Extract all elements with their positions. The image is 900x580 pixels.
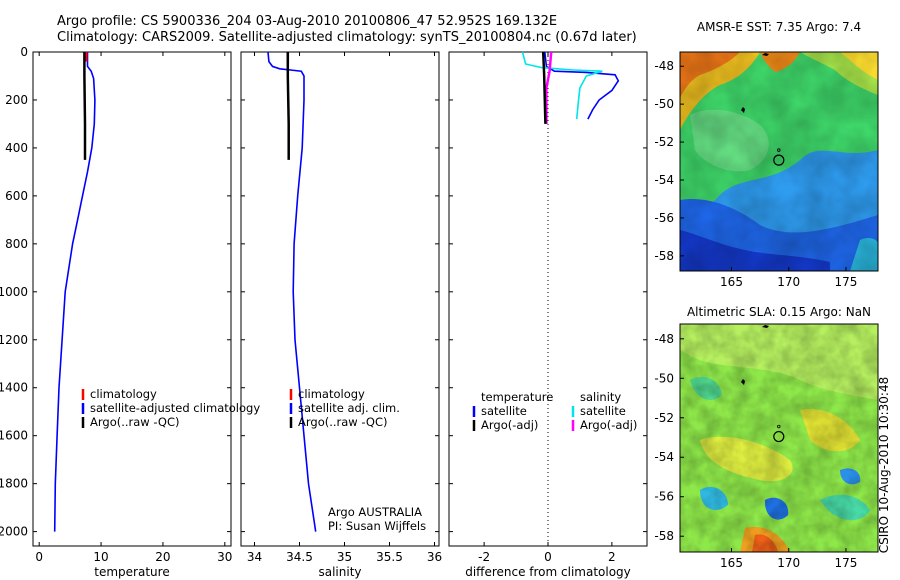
- series-line: [545, 51, 553, 124]
- legend-heading: temperature: [481, 390, 553, 404]
- y-tick-label: -50: [654, 371, 674, 385]
- coastline-mark: [762, 325, 769, 328]
- island-mark: [741, 107, 745, 113]
- y-tick-label: 800: [5, 237, 28, 251]
- x-tick-label: 34.5: [286, 550, 313, 564]
- legend-entry: satellite: [580, 404, 626, 418]
- x-tick-label: 0: [544, 550, 552, 564]
- figure-title-line1: Argo profile: CS 5900336_204 03-Aug-2010…: [57, 14, 558, 29]
- legend-entry: satellite adj. clim.: [298, 401, 400, 415]
- y-tick-label: -48: [654, 332, 674, 346]
- argo-location-marker: [773, 430, 785, 443]
- float-track-point: [777, 148, 781, 152]
- y-tick-label: -56: [654, 490, 674, 504]
- x-tick-label: 35.5: [376, 550, 403, 564]
- sla-map: [680, 324, 878, 552]
- y-tick-label: 1200: [0, 333, 28, 347]
- y-tick-label: -52: [654, 411, 674, 425]
- figure-title-line2: Climatology: CARS2009. Satellite-adjuste…: [57, 30, 637, 45]
- series-line: [267, 51, 317, 532]
- map-title: Altimetric SLA: 0.15 Argo: NaN: [687, 305, 871, 319]
- timestamp-label: CSIRO 10-Aug-2010 10:30:48: [877, 377, 891, 553]
- y-tick-label: -58: [654, 529, 674, 543]
- x-tick-label: 175: [835, 275, 858, 289]
- y-tick-label: -56: [654, 211, 674, 225]
- legend-entry: climatology: [90, 387, 157, 401]
- y-tick-label: 400: [5, 141, 28, 155]
- map-title: AMSR-E SST: 7.35 Argo: 7.4: [697, 20, 861, 34]
- x-tick-label: 170: [777, 275, 800, 289]
- x-tick-label: 165: [720, 556, 743, 570]
- legend-entry: satellite-adjusted climatology: [90, 401, 260, 415]
- y-tick-label: -54: [654, 173, 674, 187]
- legend-entry: Argo(-adj): [481, 418, 538, 432]
- x-tick-label: 0: [35, 550, 43, 564]
- y-tick-label: 2000: [0, 525, 28, 539]
- y-tick-label: -48: [654, 59, 674, 73]
- x-tick-label: -2: [478, 550, 490, 564]
- legend-entry: climatology: [298, 387, 365, 401]
- island-mark: [741, 379, 745, 385]
- sst-map: [680, 52, 878, 271]
- legend-entry: Argo(..raw -QC): [298, 415, 388, 429]
- legend-entry: Argo(..raw -QC): [90, 415, 180, 429]
- x-tick-label: 35: [337, 550, 352, 564]
- y-tick-label: 1600: [0, 429, 28, 443]
- x-tick-label: 34: [247, 550, 262, 564]
- x-tick-label: 175: [835, 556, 858, 570]
- map-frame: [679, 51, 879, 272]
- y-tick-label: 1400: [0, 381, 28, 395]
- series-line: [286, 52, 290, 160]
- y-tick-label: 1000: [0, 285, 28, 299]
- y-tick-label: -52: [654, 135, 674, 149]
- map-axes-2: Altimetric SLA: 0.15 Argo: NaN 165 170 175 -…: [654, 305, 879, 570]
- legend-heading: salinity: [580, 390, 621, 404]
- salinity-profile-xlabel: salinity: [318, 565, 361, 579]
- x-tick-label: 30: [217, 550, 232, 564]
- salinity-profile-panel: 34 34.5 35 35.5 36 salinity climatologysatelli…: [240, 51, 442, 579]
- temperature-profile-panel: 0 10 20 30 0 200 400 600 800 1000 1200 1400 1600 1800…: [0, 45, 260, 579]
- y-tick-label: 1800: [0, 477, 28, 491]
- temperature-profile-xlabel: temperature: [94, 565, 169, 579]
- x-tick-label: 36: [427, 550, 442, 564]
- x-tick-label: 170: [777, 556, 800, 570]
- temperature-profile-axes-frame: [32, 51, 232, 547]
- x-tick-label: 20: [155, 550, 170, 564]
- series-line: [521, 51, 603, 120]
- x-tick-label: 10: [93, 550, 108, 564]
- y-tick-label: -50: [654, 97, 674, 111]
- y-tick-label: 200: [5, 93, 28, 107]
- series-line: [83, 52, 87, 160]
- y-tick-label: 600: [5, 189, 28, 203]
- x-tick-label: 2: [608, 550, 616, 564]
- argo-location-marker: [773, 154, 785, 166]
- coastline-mark: [762, 53, 769, 56]
- map-axes-1: AMSR-E SST: 7.35 Argo: 7.4 165 170 175 -48 -5…: [654, 20, 879, 289]
- panel-annotation: Argo AUSTRALIA: [328, 505, 422, 519]
- float-track-point: [777, 424, 781, 429]
- y-tick-label: -58: [654, 249, 674, 263]
- series-line: [53, 52, 96, 532]
- difference-profile-axes-frame: [448, 51, 648, 547]
- panel-annotation: PI: Susan Wijffels: [328, 519, 426, 533]
- difference-profile-xlabel: difference from climatology: [465, 565, 631, 579]
- x-tick-label: 165: [720, 275, 743, 289]
- series-line: [541, 51, 547, 124]
- y-tick-label: -54: [654, 450, 674, 464]
- legend-entry: satellite: [481, 404, 527, 418]
- map-frame: [679, 323, 879, 553]
- y-tick-label: 0: [20, 45, 28, 59]
- salinity-profile-axes-frame: [240, 51, 440, 547]
- legend-entry: Argo(-adj): [580, 418, 637, 432]
